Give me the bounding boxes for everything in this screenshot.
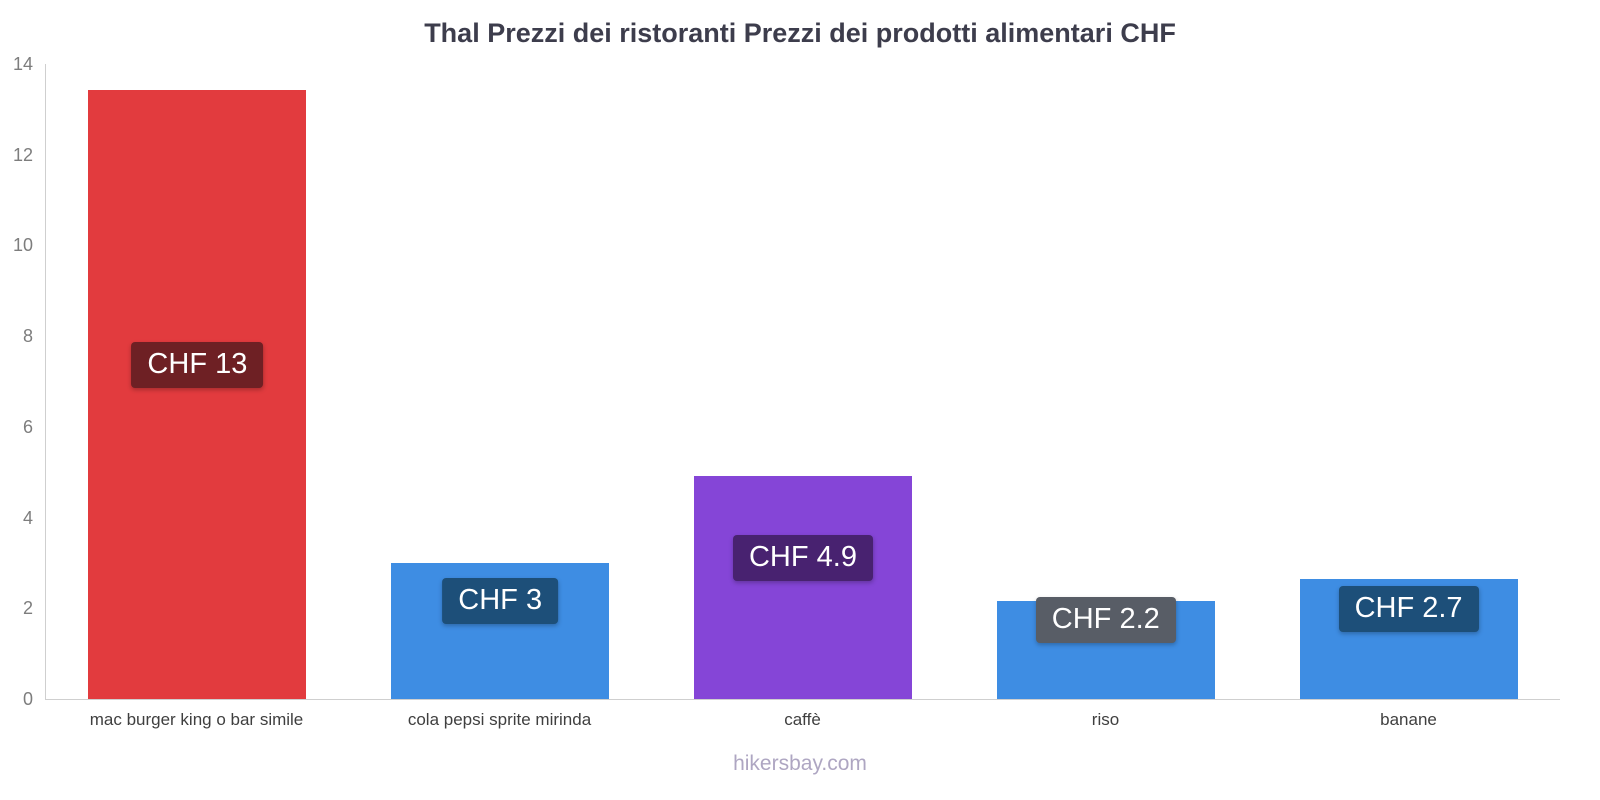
bar: CHF 2.2: [996, 597, 1215, 699]
bar-value-label: CHF 13: [131, 341, 264, 388]
y-tick-label: 12: [12, 144, 33, 165]
x-axis-category-label: riso: [1091, 710, 1120, 729]
bar: CHF 13: [88, 90, 307, 699]
x-axis-category-label: caffè: [784, 710, 821, 729]
bar-group: CHF 2.7: [1257, 64, 1560, 699]
y-tick-label: 10: [12, 235, 33, 256]
x-axis-category-label: cola pepsi sprite mirinda: [407, 710, 592, 729]
bars-container: CHF 13 CHF 3 CHF 4.9 CHF 2.2 CHF 2.7: [46, 64, 1560, 699]
bar: CHF 4.9: [693, 476, 912, 699]
bar: CHF 3: [391, 562, 610, 699]
y-tick-label: 8: [22, 326, 33, 347]
bar-group: CHF 2.2: [954, 64, 1257, 699]
bar-value-label: CHF 4.9: [732, 534, 873, 581]
x-axis-labels: mac burger king o bar simile cola pepsi s…: [45, 710, 1560, 730]
watermark: hikersbay.com: [733, 752, 867, 775]
bar-group: CHF 3: [349, 64, 652, 699]
chart-title: Thal Prezzi dei ristoranti Prezzi dei pr…: [424, 18, 1176, 48]
bar-value-label: CHF 3: [442, 577, 559, 624]
bar-value-label: CHF 2.2: [1035, 597, 1176, 644]
y-tick-label: 6: [22, 416, 33, 437]
bar: CHF 2.7: [1299, 578, 1518, 699]
x-axis-category-label: mac burger king o bar simile: [89, 710, 304, 729]
plot-area: 0 2 4 6 8 10 12 14 CHF 13 CHF 3 CHF 4.9 CHF 2.2 CHF…: [13, 55, 1560, 708]
bar-group: CHF 4.9: [652, 64, 955, 699]
y-axis: 0 2 4 6 8 10 12 14: [1, 55, 39, 708]
bar-group: CHF 13: [46, 64, 349, 699]
x-axis-category-label: banane: [1380, 710, 1437, 729]
y-tick-label: 0: [22, 689, 33, 709]
y-tick-label: 14: [12, 54, 33, 74]
y-tick-label: 4: [22, 507, 33, 528]
bar-value-label: CHF 2.7: [1338, 585, 1479, 632]
y-tick-label: 2: [22, 598, 33, 619]
